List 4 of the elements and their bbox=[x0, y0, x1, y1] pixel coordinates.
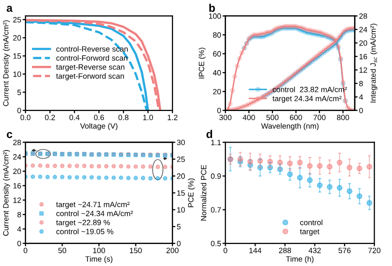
chart-title: c bbox=[6, 132, 12, 138]
chart-title: d bbox=[206, 130, 212, 138]
chart-title: a bbox=[6, 6, 13, 12]
chart-title: b bbox=[209, 4, 215, 12]
